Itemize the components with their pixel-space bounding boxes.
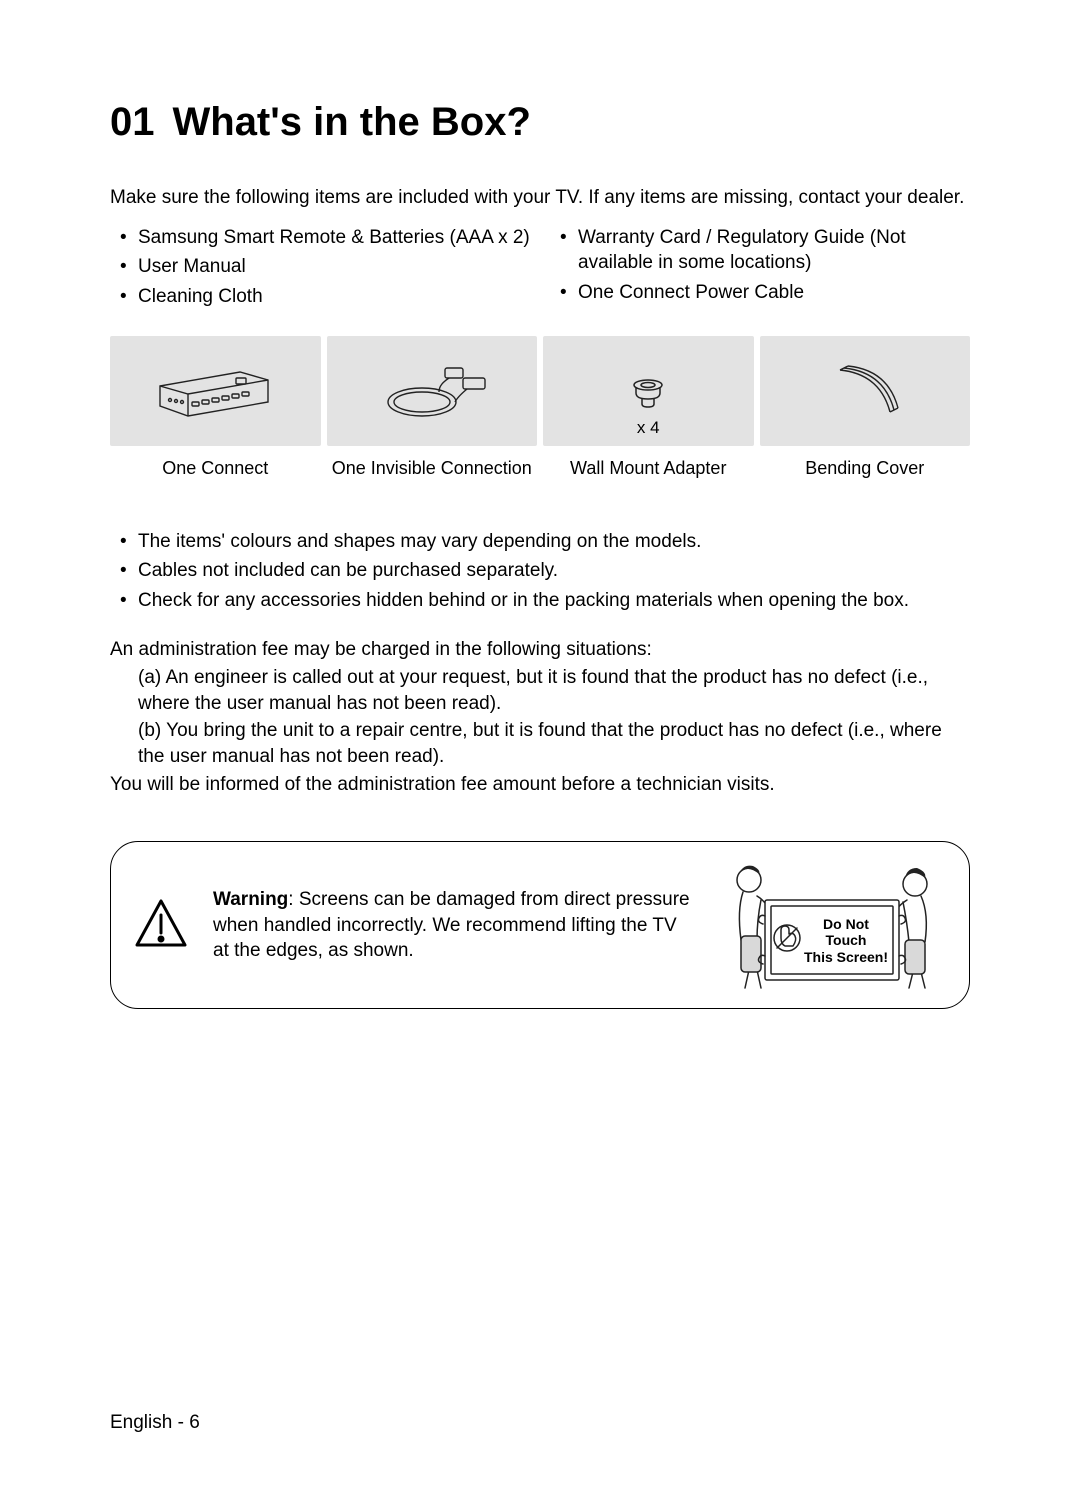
list-item: One Connect Power Cable [578,280,970,306]
notes-list: The items' colours and shapes may vary d… [110,529,970,614]
item-card-invisible-connection: One Invisible Connection [327,336,538,479]
list-item: Warranty Card / Regulatory Guide (Not av… [578,225,970,276]
chapter-number: 01 [110,100,155,145]
admin-fee-b: (b) You bring the unit to a repair centr… [110,718,970,769]
bending-cover-icon [760,336,971,446]
quantity-label: x 4 [543,418,754,438]
item-card-wall-mount-adapter: x 4 Wall Mount Adapter [543,336,754,479]
intro-text: Make sure the following items are includ… [110,185,970,211]
item-caption: Bending Cover [805,458,924,479]
list-item: Cables not included can be purchased sep… [138,558,970,584]
do-not-touch-label: Do Not Touch This Screen! [801,916,891,964]
admin-fee-intro: An administration fee may be charged in … [110,637,970,663]
admin-fee-a: (a) An engineer is called out at your re… [110,665,970,716]
page-title: 01 What's in the Box? [110,100,970,145]
item-card-bending-cover: Bending Cover [760,336,971,479]
title-text: What's in the Box? [173,100,531,144]
admin-fee-outro: You will be informed of the administrati… [110,772,970,798]
item-card-one-connect: One Connect [110,336,321,479]
list-item: Cleaning Cloth [138,284,530,310]
manual-page: 01 What's in the Box? Make sure the follo… [0,0,1080,1494]
item-caption: One Connect [162,458,268,479]
list-item: Check for any accessories hidden behind … [138,588,970,614]
wall-mount-adapter-icon: x 4 [543,336,754,446]
warning-triangle-icon [133,897,193,954]
included-list-left: Samsung Smart Remote & Batteries (AAA x … [110,225,530,314]
warning-illustration-icon: Do Not Touch This Screen! [717,860,947,990]
one-connect-icon [110,336,321,446]
invisible-connection-icon [327,336,538,446]
included-items-lists: Samsung Smart Remote & Batteries (AAA x … [110,225,970,314]
item-caption: Wall Mount Adapter [570,458,726,479]
page-footer: English - 6 [110,1412,200,1434]
included-list-right: Warranty Card / Regulatory Guide (Not av… [550,225,970,314]
warning-box: Warning: Screens can be damaged from dir… [110,841,970,1009]
warning-text: Warning: Screens can be damaged from dir… [213,887,697,964]
warning-label: Warning [213,889,288,910]
item-caption: One Invisible Connection [332,458,532,479]
list-item: The items' colours and shapes may vary d… [138,529,970,555]
list-item: Samsung Smart Remote & Batteries (AAA x … [138,225,530,251]
list-item: User Manual [138,254,530,280]
box-items-row: One Connect One Invisible Connection [110,336,970,479]
